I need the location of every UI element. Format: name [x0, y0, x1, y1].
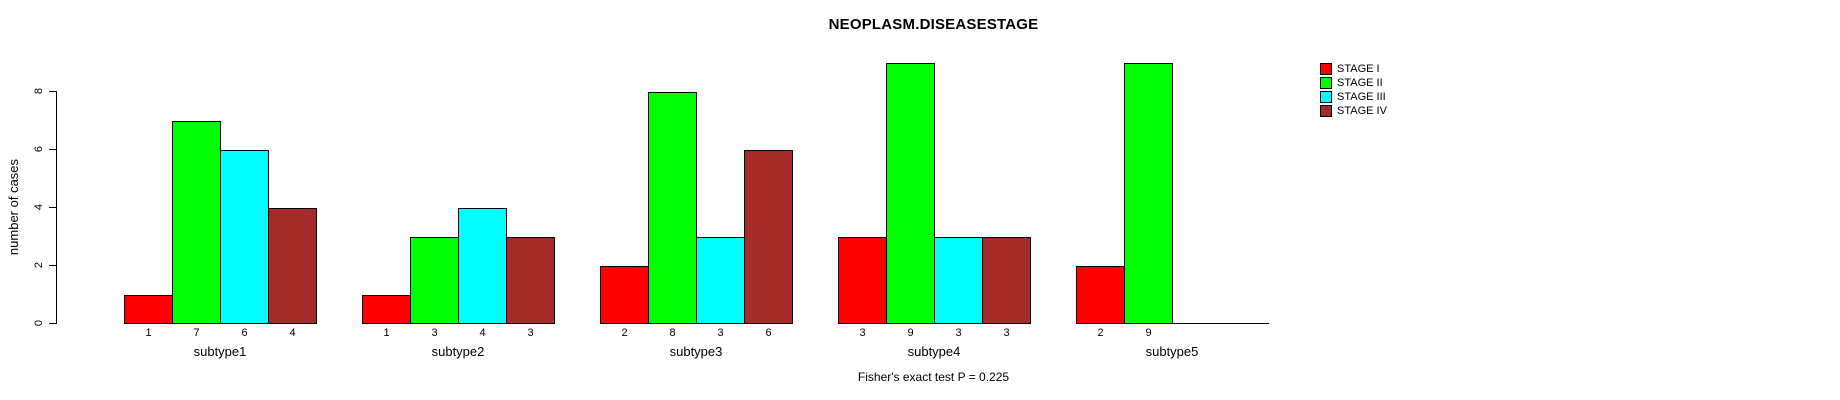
- fisher-test-note: Fisher's exact test P = 0.225: [857, 370, 1010, 384]
- bar-stage-iv: [268, 208, 317, 324]
- bar-stage-ii: [410, 237, 459, 324]
- y-tick-label: 0: [33, 319, 45, 327]
- y-tick-mark: [49, 265, 56, 266]
- x-group-label: subtype1: [193, 344, 247, 359]
- bar-stage-iii: [934, 237, 983, 324]
- bar-stage-i: [600, 266, 649, 324]
- bar-count-label: 3: [717, 327, 724, 339]
- y-tick-label: 2: [33, 261, 45, 269]
- y-axis-label: number of cases: [6, 158, 21, 256]
- bar-stage-i: [838, 237, 887, 324]
- bar-stage-ii: [886, 63, 935, 324]
- bar-stage-i: [1076, 266, 1125, 324]
- bar-stage-iii: [458, 208, 507, 324]
- bar-count-label: 9: [1145, 327, 1152, 339]
- bar-stage-ii: [648, 92, 697, 324]
- legend-label: STAGE III: [1337, 91, 1386, 103]
- y-tick-label: 4: [33, 203, 45, 211]
- legend-item: STAGE IV: [1320, 104, 1387, 118]
- bar-count-label: 1: [383, 327, 390, 339]
- bar-count-label: 2: [621, 327, 628, 339]
- bar-count-label: 3: [431, 327, 438, 339]
- bar-count-label: 3: [955, 327, 962, 339]
- bar-stage-i: [362, 295, 411, 324]
- bar-stage-iii: [220, 150, 269, 324]
- bar-stage-i: [124, 295, 173, 324]
- x-group-label: subtype2: [431, 344, 485, 359]
- bar-count-label: 3: [859, 327, 866, 339]
- legend-item: STAGE I: [1320, 62, 1387, 76]
- bar-count-label: 3: [1003, 327, 1010, 339]
- bar-stage-ii: [1124, 63, 1173, 324]
- legend-label: STAGE I: [1337, 63, 1380, 75]
- legend-swatch-icon: [1320, 105, 1332, 117]
- bar-stage-ii: [172, 121, 221, 324]
- bar-count-label: 1: [145, 327, 152, 339]
- y-tick-mark: [49, 91, 56, 92]
- y-tick-mark: [49, 149, 56, 150]
- y-tick-label: 8: [33, 87, 45, 95]
- legend-item: STAGE II: [1320, 76, 1387, 90]
- bar-stage-iv: [744, 150, 793, 324]
- legend-item: STAGE III: [1320, 90, 1387, 104]
- y-tick-mark: [49, 323, 56, 324]
- x-group-label: subtype5: [1145, 344, 1199, 359]
- bar-count-label: 9: [907, 327, 914, 339]
- legend: STAGE I STAGE II STAGE III STAGE IV: [1320, 62, 1387, 118]
- legend-swatch-icon: [1320, 63, 1332, 75]
- bar-stage-iv: [982, 237, 1031, 324]
- legend-swatch-icon: [1320, 91, 1332, 103]
- bar-count-label: 6: [765, 327, 772, 339]
- legend-swatch-icon: [1320, 77, 1332, 89]
- bar-stage-iii: [696, 237, 745, 324]
- bar-stage-iv: [506, 237, 555, 324]
- x-group-label: subtype3: [669, 344, 723, 359]
- bar-count-label: 2: [1097, 327, 1104, 339]
- bar-count-label: 6: [241, 327, 248, 339]
- legend-label: STAGE II: [1337, 77, 1383, 89]
- y-axis-line: [56, 91, 57, 324]
- bar-count-label: 3: [527, 327, 534, 339]
- bar-count-label: 8: [669, 327, 676, 339]
- legend-label: STAGE IV: [1337, 105, 1387, 117]
- chart-title: NEOPLASM.DISEASESTAGE: [828, 16, 1039, 33]
- bar-count-label: 4: [479, 327, 486, 339]
- bar-count-label: 7: [193, 327, 200, 339]
- x-group-label: subtype4: [907, 344, 961, 359]
- bar-count-label: 4: [289, 327, 296, 339]
- y-tick-mark: [49, 207, 56, 208]
- y-tick-label: 6: [33, 145, 45, 153]
